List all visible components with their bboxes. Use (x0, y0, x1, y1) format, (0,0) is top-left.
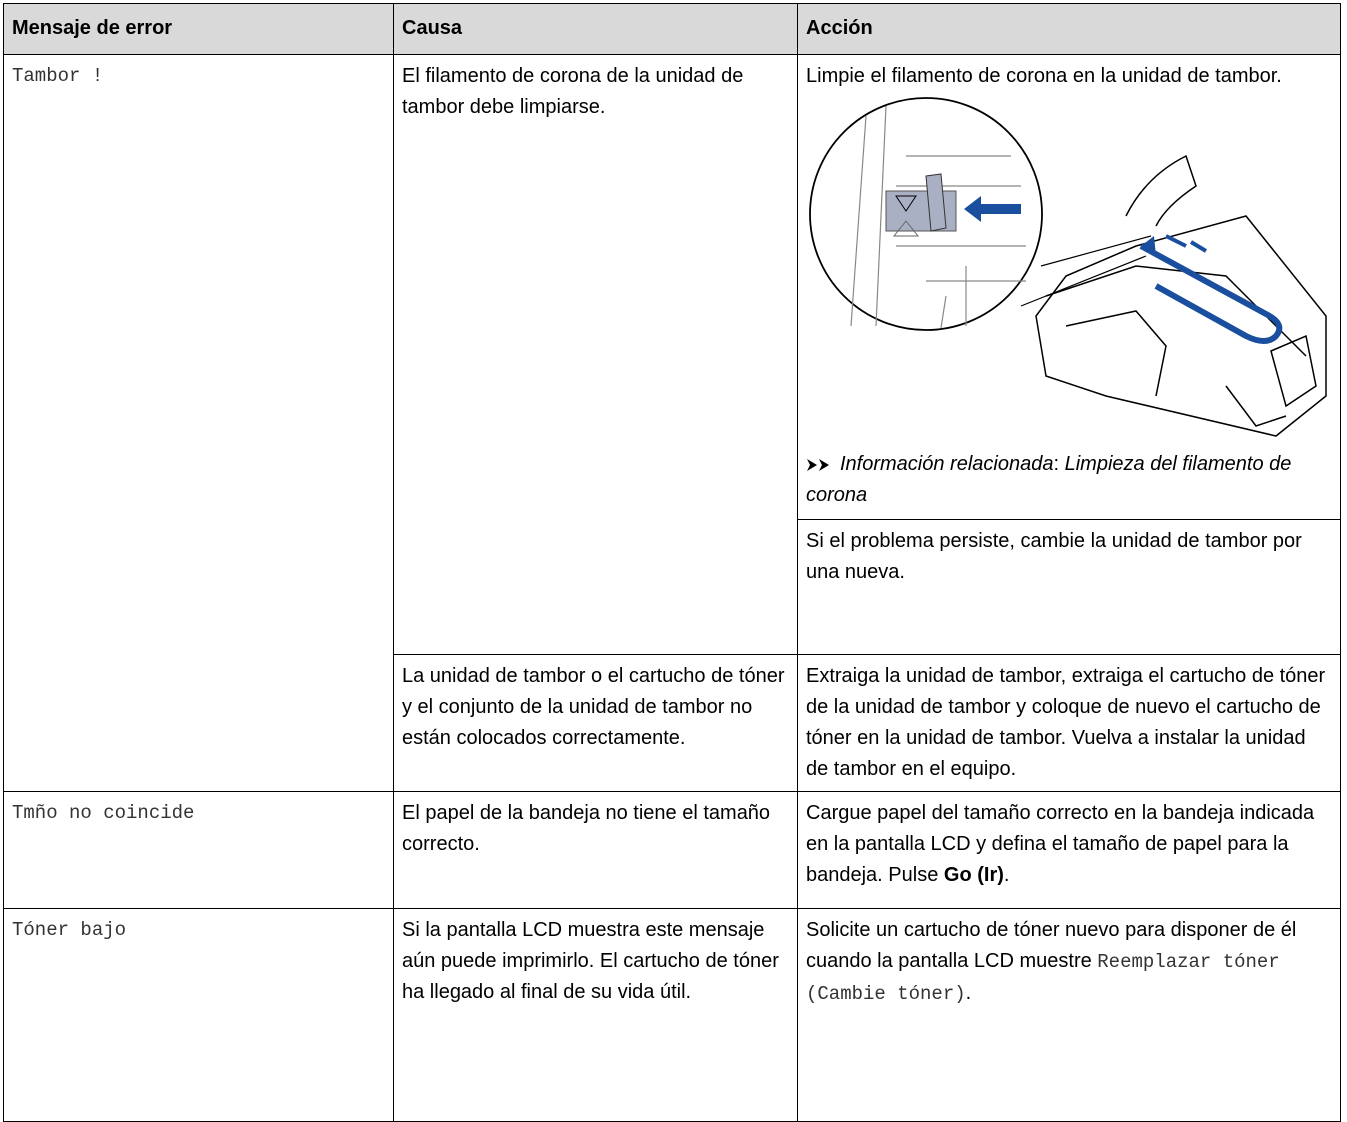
header-cell: Mensaje de error (3, 3, 394, 55)
related-label: Información relacionada (840, 453, 1054, 475)
row: Tambor ! El filamento de corona de la un… (3, 54, 1341, 792)
action-end: . (965, 982, 972, 1004)
action-button: Go (Ir) (943, 864, 1004, 886)
related-icon (807, 458, 829, 471)
error-cell: Tambor ! (3, 54, 394, 792)
action-text: Solicite un cartucho de tóner nuevo para… (806, 919, 1297, 972)
related-info: Información relacionada: Limpieza del fi… (806, 449, 1332, 511)
error-cell: Tmño no coincide (3, 791, 394, 909)
action-extra: Si el problema persiste, cambie la unida… (798, 519, 1340, 588)
action-text: Limpie el filamento de corona en la unid… (806, 65, 1282, 87)
error-cell: Tóner bajo (3, 908, 394, 1122)
cause-cell: La unidad de tambor o el cartucho de tón… (393, 654, 798, 792)
action-cell: Extraiga la unidad de tambor, extraiga e… (797, 654, 1341, 792)
cause-cell: El filamento de corona de la unidad de t… (393, 54, 798, 655)
error-table: Mensaje de error Causa Acción Tambor ! E… (3, 3, 1341, 1122)
lcd-message: Reemplazar tóner (Cambie tóner) (806, 951, 1280, 1005)
related-separator: : (1053, 453, 1060, 475)
header-cell: Acción (797, 3, 1341, 55)
page: Mensajes de error html, body { margin: 0… (3, 3, 1341, 1122)
cause-cell: El papel de la bandeja no tiene el tamañ… (393, 791, 798, 909)
row: Tmño no coincide El papel de la bandeja … (3, 791, 1341, 909)
illustration (809, 97, 1327, 437)
related-link[interactable]: Limpieza del filamento de corona (806, 453, 1292, 506)
action-text: Cargue papel del tamaño correcto en la b… (806, 802, 1315, 886)
row: Tóner bajo Si la pantalla LCD muestra es… (3, 908, 1341, 1122)
action-cell: Solicite un cartucho de tóner nuevo para… (797, 908, 1341, 1122)
page-body: {"table": { "headers": ["Mensaje de erro… (3, 3, 1341, 1122)
header-row: Mensaje de error Causa Acción (3, 3, 1341, 55)
action-end: . (1003, 864, 1010, 886)
header-cell: Causa (393, 3, 798, 55)
cause-cell: Si la pantalla LCD muestra este mensaje … (393, 908, 798, 1122)
action-cell: Limpie el filamento de corona en la unid… (797, 54, 1341, 655)
action-cell: Cargue papel del tamaño correcto en la b… (797, 791, 1341, 909)
